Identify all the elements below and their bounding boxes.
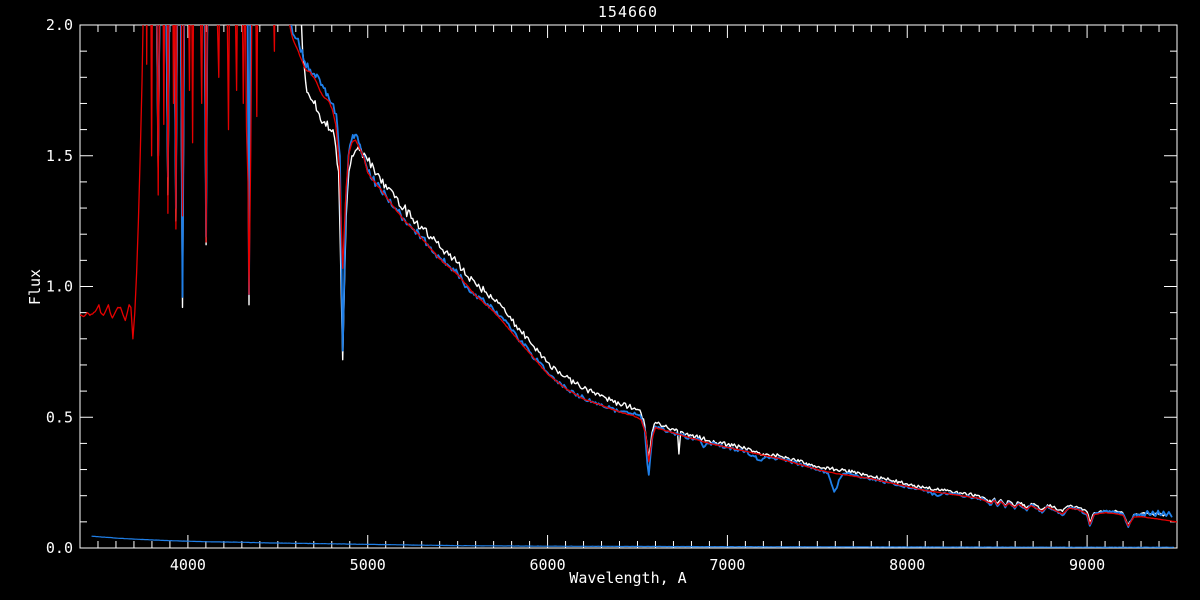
plot-dynamic-layer: 4000 5000 6000 7000 8000 9000 0.0 0.5 1.0 1.5 2.0 xyxy=(46,16,1178,574)
chart-title: 154660 xyxy=(598,3,658,21)
x-tick-label: 9000 xyxy=(1069,556,1105,574)
x-tick-label: 4000 xyxy=(170,556,206,574)
y-tick-label: 1.5 xyxy=(46,147,73,165)
error-spectrum-line xyxy=(91,535,1174,548)
x-axis-label: Wavelength, A xyxy=(569,569,686,587)
observed-spectrum-line xyxy=(155,25,1173,528)
y-axis-label: Flux xyxy=(26,269,44,305)
x-tick-label: 6000 xyxy=(530,556,566,574)
y-tick-label: 0.0 xyxy=(46,539,73,557)
x-tick-label: 7000 xyxy=(709,556,745,574)
y-tick-label: 2.0 xyxy=(46,16,73,34)
series-group xyxy=(80,25,1177,548)
x-tick-label: 8000 xyxy=(889,556,925,574)
model-spectrum-line xyxy=(80,25,1177,527)
tick-labels: 4000 5000 6000 7000 8000 9000 0.0 0.5 1.0 1.5 2.0 xyxy=(46,16,1105,574)
axes-and-ticks xyxy=(79,24,1178,549)
y-tick-label: 0.5 xyxy=(46,408,73,426)
x-tick-label: 5000 xyxy=(350,556,386,574)
y-tick-label: 1.0 xyxy=(46,278,73,296)
dereddened-spectrum-line xyxy=(156,25,1167,526)
